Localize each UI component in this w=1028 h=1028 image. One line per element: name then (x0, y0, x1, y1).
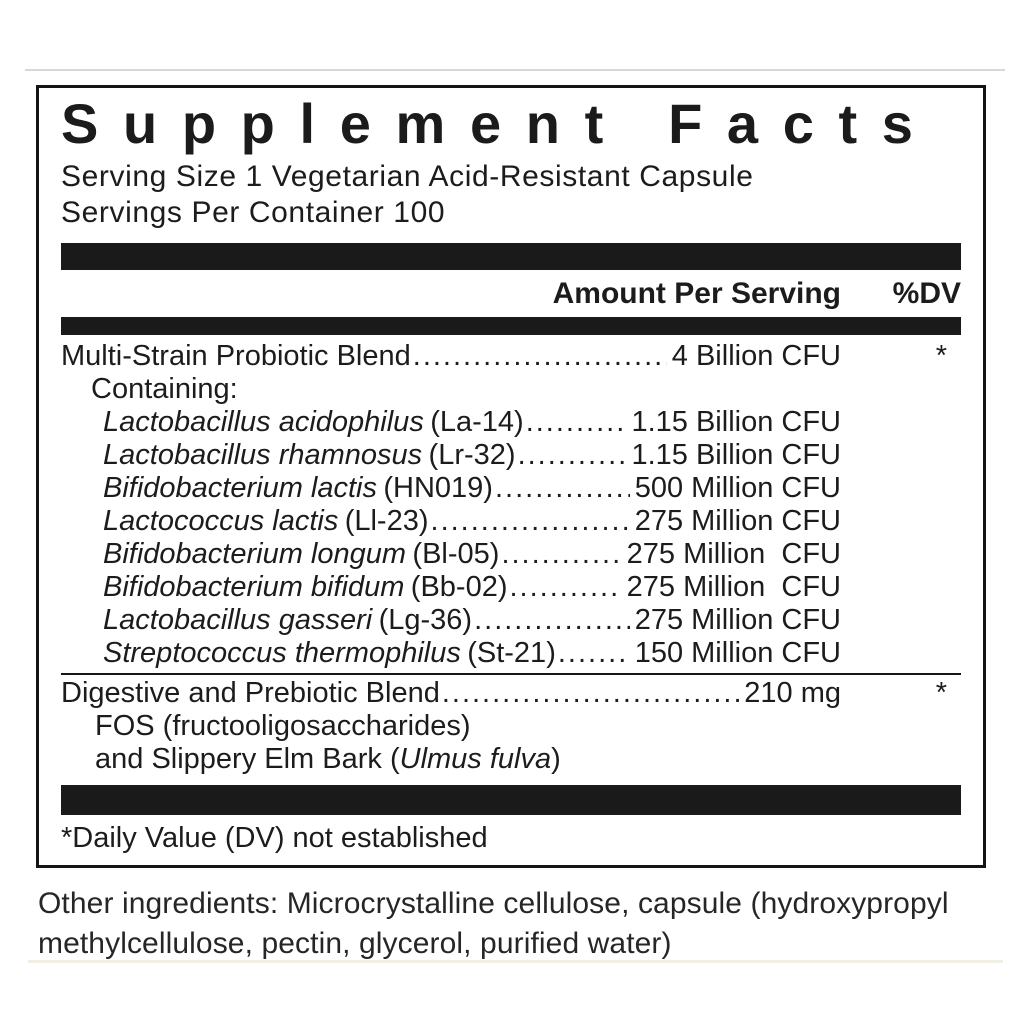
species-name: Bifidobacterium lactis (103, 472, 377, 505)
strain-name: Lactococcus lactis (Ll-23) (103, 505, 429, 538)
servings-per-container-line: Servings Per Container 100 (61, 196, 446, 230)
strain-row: Lactobacillus gasseri(Lg-36) 275 Million… (61, 604, 961, 637)
strain-row: Lactobacillus rhamnosus(Lr-32) 1.15 Bill… (61, 439, 961, 472)
dot-leader (472, 604, 630, 637)
species-name: Lactobacillus gasseri (103, 604, 373, 637)
ingredient-amount: 4 Billion CFU (671, 340, 841, 373)
dv-cell: * (935, 340, 947, 373)
species-name: Bifidobacterium longum (103, 538, 407, 571)
species-name: Bifidobacterium bifidum (103, 571, 405, 604)
strain-amount: 275 Million CFU (626, 571, 841, 604)
amount-per-serving-header: Amount Per Serving (552, 277, 841, 311)
dot-leader (508, 571, 622, 604)
strain-amount: 275 Million CFU (634, 604, 841, 637)
species-name: Lactobacillus rhamnosus (103, 439, 423, 472)
botanical-name: Ulmus fulva (399, 743, 552, 776)
strain-row: Streptococcus thermophilus(St-21) 150 Mi… (61, 637, 961, 670)
strain-row: Bifidobacterium longum(Bl-05) 275 Millio… (61, 538, 961, 571)
strain-code: (Lr-32) (428, 439, 516, 472)
species-name: Lactococcus lactis (103, 505, 339, 538)
strain-row: Lactobacillus acidophilus(La-14) 1.15 Bi… (61, 406, 961, 439)
divider-bar-top (61, 243, 961, 271)
strain-code: (St-21) (467, 637, 556, 670)
strain-amount: 150 Million CFU (634, 637, 841, 670)
section-divider (61, 673, 961, 676)
strain-name: Bifidobacterium bifidum (Bb-02) (103, 571, 508, 604)
serving-size-line: Serving Size 1 Vegetarian Acid-Resistant… (61, 160, 754, 194)
strain-amount: 500 Million CFU (634, 472, 841, 505)
dv-footnote: *Daily Value (DV) not established (61, 822, 488, 855)
strain-amount: 275 Million CFU (634, 505, 841, 538)
strain-name: Lactobacillus gasseri (Lg-36) (103, 604, 472, 637)
percent-dv-header: %DV (892, 277, 961, 311)
strain-code: (Bl-05) (412, 538, 500, 571)
other-ingredients-line: methylcellulose, pectin, glycerol, purif… (38, 927, 672, 961)
divider-bar-bottom (61, 785, 961, 816)
other-ingredients: Other ingredients: Microcrystalline cell… (38, 884, 1003, 964)
strain-row: Lactococcus lactis(Ll-23) 275 Million CF… (61, 505, 961, 538)
elm-prefix: and Slippery Elm Bark ( (95, 743, 400, 776)
dot-leader (493, 472, 630, 505)
strain-code: (Bb-02) (410, 571, 508, 604)
strain-name: Lactobacillus acidophilus (La-14) (103, 406, 524, 439)
containing-label: Containing: (61, 373, 961, 406)
strain-code: (Lg-36) (378, 604, 473, 637)
dot-leader (411, 340, 667, 373)
ingredient-name: Digestive and Prebiotic Blend (61, 677, 440, 710)
species-name: Streptococcus thermophilus (103, 637, 461, 670)
strain-amount: 1.15 Billion CFU (631, 439, 841, 472)
strain-name: Bifidobacterium lactis (HN019) (103, 472, 493, 505)
containing-text: Containing: (91, 373, 238, 406)
strain-code: (Ll-23) (344, 505, 429, 538)
bottom-faint-rule (28, 960, 1003, 963)
dot-leader (440, 677, 739, 710)
dot-leader (524, 406, 627, 439)
dv-cell: * (935, 677, 947, 710)
digestive-component-fos: FOS (fructooligosaccharides) (61, 710, 961, 743)
strain-row: Bifidobacterium bifidum(Bb-02) 275 Milli… (61, 571, 961, 604)
dot-leader (516, 439, 627, 472)
strain-code: (La-14) (430, 406, 524, 439)
strain-amount: 275 Million CFU (626, 538, 841, 571)
other-ingredients-line: Other ingredients: Microcrystalline cell… (38, 887, 949, 921)
ingredient-name: Multi-Strain Probiotic Blend (61, 340, 411, 373)
digestive-blend-row: Digestive and Prebiotic Blend 210 mg * (61, 677, 961, 710)
strain-name: Bifidobacterium longum (Bl-05) (103, 538, 499, 571)
component-text: FOS (fructooligosaccharides) (95, 710, 471, 743)
species-name: Lactobacillus acidophilus (103, 406, 424, 439)
panel-title: Supplement Facts (61, 92, 938, 155)
supplement-facts-panel: Supplement Facts Serving Size 1 Vegetari… (36, 85, 986, 869)
top-divider-rule (25, 69, 1005, 71)
component-text: and Slippery Elm Bark (Ulmus fulva) (95, 743, 561, 776)
column-header-row: Amount Per Serving %DV (61, 270, 961, 317)
dot-leader (556, 637, 630, 670)
probiotic-blend-row: Multi-Strain Probiotic Blend 4 Billion C… (61, 340, 961, 373)
strain-name: Lactobacillus rhamnosus (Lr-32) (103, 439, 516, 472)
digestive-component-elm: and Slippery Elm Bark (Ulmus fulva) (61, 743, 961, 776)
dot-leader (429, 505, 630, 538)
divider-bar-header (61, 317, 961, 336)
dot-leader (499, 538, 621, 571)
elm-suffix: ) (551, 743, 561, 776)
strain-row: Bifidobacterium lactis(HN019) 500 Millio… (61, 472, 961, 505)
strain-amount: 1.15 Billion CFU (631, 406, 841, 439)
ingredient-amount: 210 mg (744, 677, 841, 710)
strain-code: (HN019) (383, 472, 493, 505)
strain-name: Streptococcus thermophilus (St-21) (103, 637, 556, 670)
